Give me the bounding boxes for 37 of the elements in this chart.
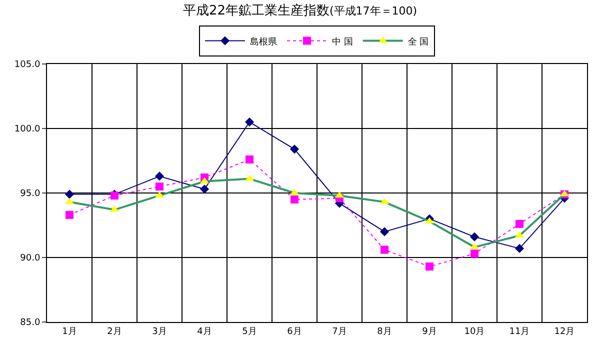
point <box>154 172 164 181</box>
x-tick-label: 5月 <box>242 326 257 337</box>
x-tick-label: 4月 <box>197 326 212 337</box>
x-tick-label: 10月 <box>464 326 485 337</box>
y-tick-label: 100.0 <box>14 124 40 135</box>
point <box>156 182 164 191</box>
x-tick-label: 3月 <box>152 326 167 337</box>
x-tick-label: 2月 <box>107 326 122 337</box>
x-tick-label: 6月 <box>287 326 302 337</box>
point <box>200 184 210 194</box>
x-tick-label: 8月 <box>377 326 392 337</box>
chart-subtitle: (平成17年＝100) <box>329 4 418 18</box>
point <box>470 250 478 258</box>
legend-label: 島根県 <box>250 36 277 48</box>
point <box>426 262 434 271</box>
point <box>290 144 300 154</box>
point <box>66 210 74 219</box>
point <box>516 220 524 228</box>
legend-label: 全 国 <box>408 36 429 48</box>
point <box>470 232 480 242</box>
point <box>380 246 388 254</box>
point <box>244 118 254 127</box>
x-tick-label: 9月 <box>422 326 437 337</box>
legend-label: 中 国 <box>332 36 353 48</box>
point <box>380 227 390 236</box>
y-tick-label: 85.0 <box>20 318 40 328</box>
point <box>246 155 254 164</box>
y-tick-label: 95.0 <box>20 189 40 200</box>
point <box>64 190 74 199</box>
y-tick-label: 90.0 <box>20 254 40 264</box>
x-tick-label: 11月 <box>509 326 530 337</box>
point <box>290 195 298 204</box>
x-tick-label: 7月 <box>332 326 347 337</box>
x-tick-label: 12月 <box>554 326 575 337</box>
y-tick-label: 105.0 <box>14 60 40 70</box>
x-tick-label: 1月 <box>62 326 77 337</box>
point <box>514 244 524 254</box>
